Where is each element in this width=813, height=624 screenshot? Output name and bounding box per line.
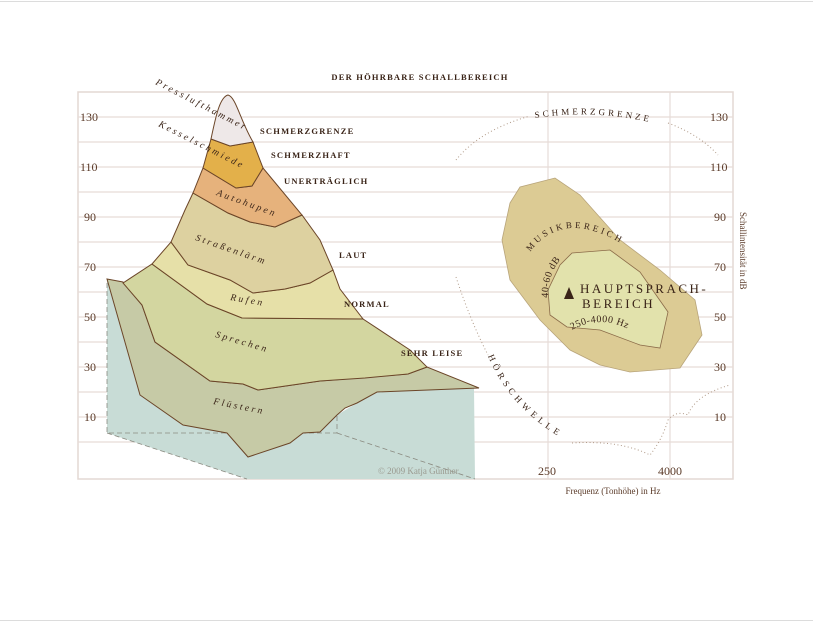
diagram-title: DER HÖHRBARE SCHALLBEREICH: [331, 72, 508, 82]
svg-text:HÖRSCHWELLE: HÖRSCHWELLE: [486, 353, 565, 439]
y-tick: 110: [80, 160, 98, 174]
speech-range-area: [547, 249, 669, 349]
y-tick: 70: [84, 260, 96, 274]
level-unertraeglich: UNERTRÄGLICH: [284, 176, 368, 186]
label-hearing-threshold: HÖRSCHWELLE: [486, 353, 561, 439]
top-border: [0, 1, 813, 2]
y-tick: 30: [84, 360, 96, 374]
y-axis-label: Schallintensität in dB: [738, 212, 748, 290]
y-tick: 50: [714, 310, 726, 324]
copyright: © 2009 Katja Günther: [378, 466, 459, 476]
level-schmerzgrenze: SCHMERZGRENZE: [260, 126, 354, 136]
y-axis-right: 130 110 90 70 50 30 10 Schallintensität …: [710, 110, 748, 424]
level-sehr-leise: SEHR LEISE: [401, 348, 463, 358]
triangle-icon: [564, 287, 574, 299]
y-tick: 30: [714, 360, 726, 374]
label-speech-range-1: HAUPTSPRACH-: [580, 281, 708, 296]
y-tick: 90: [714, 210, 726, 224]
level-labels: SCHMERZGRENZE SCHMERZHAFT UNERTRÄGLICH L…: [260, 126, 463, 358]
label-speech-range-2: BEREICH: [582, 296, 655, 311]
frequency-chart: SCHMERZGRENZE HÖRSCHWELLE MUSIKBEREICH 4…: [455, 106, 731, 456]
area-presslufthammer: [210, 94, 254, 147]
x-tick: 250: [538, 464, 556, 478]
y-tick: 70: [714, 260, 726, 274]
y-tick: 50: [84, 310, 96, 324]
level-laut: LAUT: [339, 250, 367, 260]
y-tick: 110: [710, 160, 728, 174]
bottom-border: [0, 620, 813, 621]
y-axis-left: 130 110 90 70 50 30 10: [80, 110, 98, 424]
y-tick: 10: [714, 410, 726, 424]
x-tick: 4000: [658, 464, 682, 478]
level-schmerzhaft: SCHMERZHAFT: [271, 150, 351, 160]
y-tick: 10: [84, 410, 96, 424]
y-tick: 90: [84, 210, 96, 224]
x-axis-label: Frequenz (Tonhöhe) in Hz: [565, 486, 660, 496]
y-tick: 130: [710, 110, 728, 124]
y-tick: 130: [80, 110, 98, 124]
label-pain-threshold: SCHMERZGRENZE: [534, 106, 650, 124]
floor-area: [107, 279, 475, 479]
sound-mountain: [106, 94, 480, 480]
svg-text:SCHMERZGRENZE: SCHMERZGRENZE: [534, 106, 653, 124]
level-normal: NORMAL: [344, 299, 390, 309]
